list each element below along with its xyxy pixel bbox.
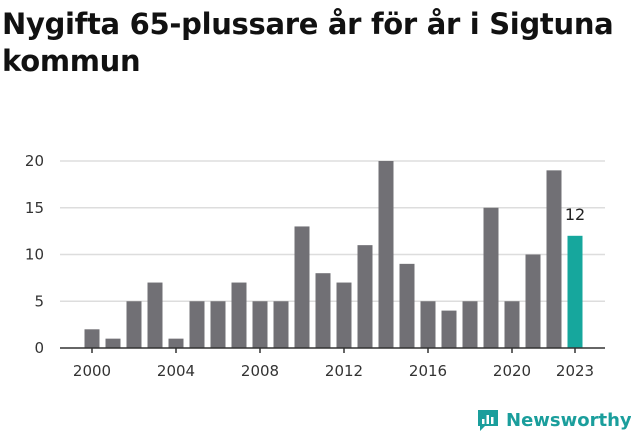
- bar-2023: [567, 235, 583, 348]
- bar-2019: [483, 207, 499, 348]
- brand-logo: Newsworthy: [476, 408, 631, 432]
- bar-2021: [525, 254, 541, 348]
- bar-2001: [105, 338, 121, 348]
- bar-2020: [504, 301, 520, 348]
- x-tick-label: 2012: [325, 362, 363, 380]
- bar-2018: [462, 301, 478, 348]
- bar-2004: [168, 338, 184, 348]
- x-tick-label: 2004: [157, 362, 195, 380]
- bar-2007: [231, 282, 247, 348]
- bar-2013: [357, 245, 373, 348]
- x-tick-label: 2016: [409, 362, 447, 380]
- bar-2006: [210, 301, 226, 348]
- bar-2022: [546, 170, 562, 348]
- bar-2010: [294, 226, 310, 348]
- gridlines: [60, 160, 605, 302]
- x-tick-label: 2023: [556, 362, 594, 380]
- bar-2011: [315, 273, 331, 348]
- y-tick-label: 0: [34, 339, 44, 357]
- bar-2000: [84, 329, 100, 348]
- x-tick-label: 2020: [493, 362, 531, 380]
- axes: 0 5 10 15 20 2000 2004 2008 2012 2016 2020 2023: [25, 152, 605, 380]
- x-tick-label: 2008: [241, 362, 279, 380]
- bar-2012: [336, 282, 352, 348]
- bar-2005: [189, 301, 205, 348]
- brand-name: Newsworthy: [506, 409, 631, 431]
- bar-chart: 0 5 10 15 20 2000 2004 2008 2012 2016 2020 2023 12: [25, 152, 605, 380]
- newsworthy-logo-icon: [478, 410, 498, 431]
- y-tick-label: 15: [25, 199, 44, 217]
- bar-2015: [399, 263, 415, 348]
- bars: [84, 161, 583, 348]
- bar-2009: [273, 301, 289, 348]
- y-tick-label: 20: [25, 152, 44, 170]
- y-tick-label: 5: [34, 292, 44, 310]
- data-label: 12: [565, 205, 585, 224]
- bar-2017: [441, 310, 457, 348]
- y-tick-label: 10: [25, 246, 44, 264]
- bar-2003: [147, 282, 163, 348]
- chart-title: Nygifta 65-plussare år för år i Sigtuna …: [2, 7, 614, 78]
- data-labels: 12: [565, 205, 585, 224]
- bar-2016: [420, 301, 436, 348]
- bar-2008: [252, 301, 268, 348]
- bar-2002: [126, 301, 142, 348]
- x-tick-label: 2000: [73, 362, 111, 380]
- bar-2014: [378, 161, 394, 348]
